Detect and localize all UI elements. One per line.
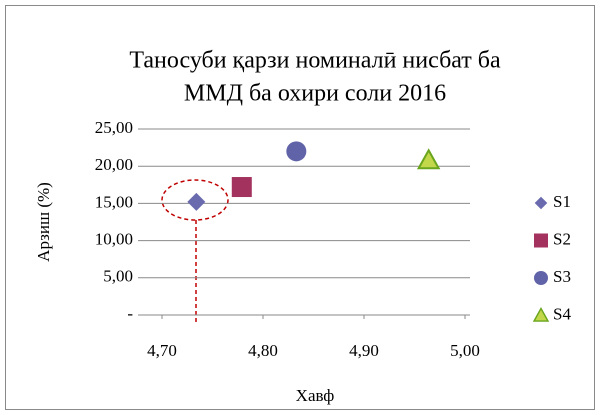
y-tick-label: 20,00 — [95, 155, 133, 174]
legend-label: S4 — [553, 304, 571, 323]
legend-label: S1 — [553, 192, 571, 211]
x-axis-label: Хавф — [296, 386, 335, 405]
y-tick-label: 15,00 — [95, 192, 133, 211]
legend-marker — [534, 271, 548, 285]
y-axis-label: Арзиш (%) — [34, 182, 53, 262]
x-tick-label: 5,00 — [450, 341, 480, 360]
legend-marker — [534, 233, 548, 248]
y-tick-label: 5,00 — [103, 267, 133, 286]
y-tick-label: 10,00 — [95, 230, 133, 249]
y-tick-label: - — [127, 304, 133, 323]
x-tick-label: 4,90 — [349, 341, 379, 360]
legend-label: S2 — [553, 229, 571, 248]
legend-label: S3 — [553, 267, 571, 286]
highlight-ellipse — [161, 179, 229, 221]
chart-title: Таносуби қарзи номиналӣ нисбат ба — [129, 48, 501, 74]
legend-marker — [532, 307, 550, 322]
point — [187, 192, 206, 211]
y-tick-label: 25,00 — [95, 118, 133, 137]
chart-title: ММД ба охири соли 2016 — [184, 81, 446, 107]
chart-border — [5, 5, 595, 410]
point — [286, 141, 307, 162]
point — [231, 177, 252, 198]
point — [416, 148, 441, 170]
x-tick-label: 4,80 — [248, 341, 278, 360]
x-tick-label: 4,70 — [147, 341, 177, 360]
